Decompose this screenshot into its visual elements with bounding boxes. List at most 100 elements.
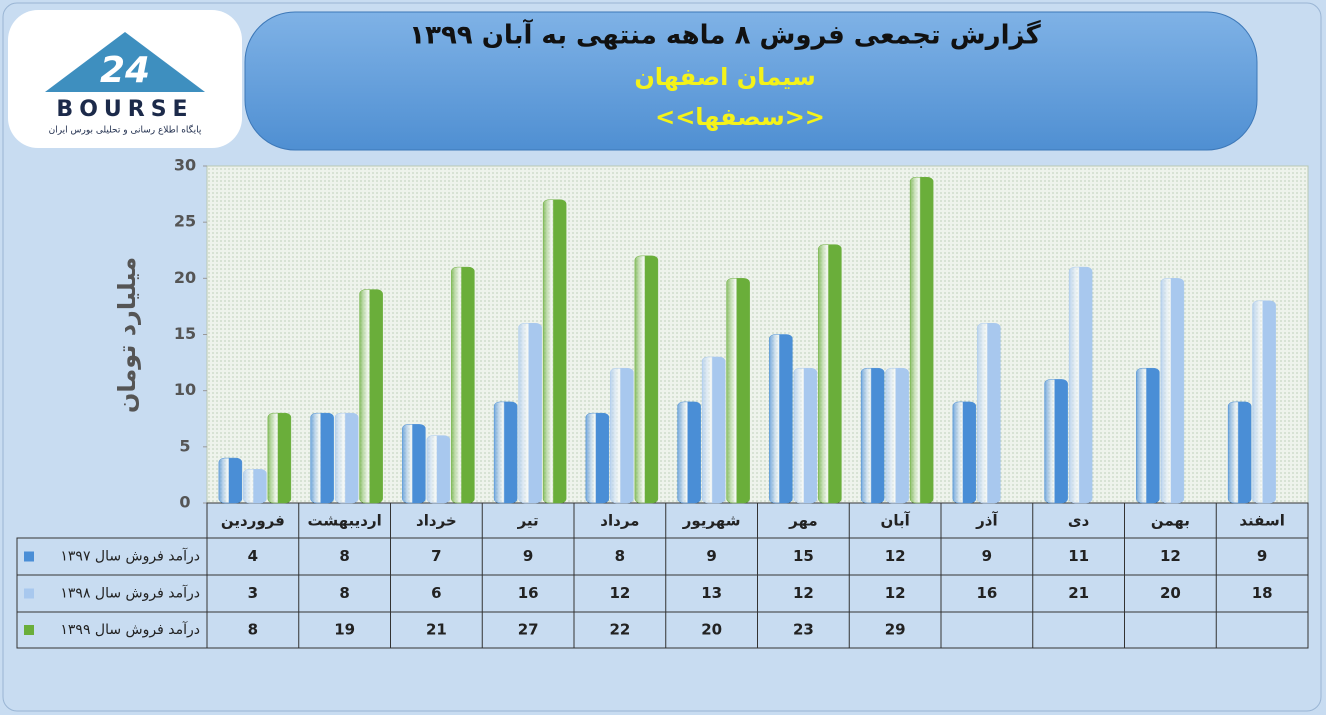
y-tick-label: 30 (174, 156, 196, 175)
bar (585, 412, 610, 504)
table-value: 20 (1160, 584, 1181, 602)
bar (818, 244, 842, 504)
bar (634, 255, 659, 504)
bar (243, 469, 267, 504)
bar (267, 412, 292, 504)
bar (1160, 278, 1185, 504)
table-value: 4 (248, 547, 258, 565)
x-tick-label: دی (1068, 512, 1090, 530)
chart-title: گزارش تجمعی فروش ۸ ماهه منتهی به آبان ۱۳… (409, 19, 1041, 51)
y-tick-label: 5 (179, 436, 190, 455)
table-value: 21 (426, 621, 447, 639)
table-value: 20 (701, 621, 722, 639)
x-tick-label: اردیبهشت (307, 512, 381, 530)
legend-swatch (24, 588, 34, 599)
x-tick-label: بهمن (1151, 512, 1190, 530)
table-value: 3 (248, 584, 258, 602)
table-value: 9 (982, 547, 992, 565)
y-tick-label: 10 (174, 380, 196, 399)
bar (701, 356, 726, 504)
bar (1044, 379, 1068, 504)
y-axis-label: میلیارد تومان (113, 257, 141, 413)
bar (218, 457, 243, 504)
table-value: 9 (706, 547, 716, 565)
x-tick-label: فروردین (221, 512, 285, 530)
table-value: 13 (701, 584, 722, 602)
table-value: 12 (885, 547, 906, 565)
bar (1227, 401, 1252, 504)
table-value: 16 (976, 584, 997, 602)
logo-shape (45, 32, 205, 92)
table-value: 6 (431, 584, 441, 602)
title-banner (244, 11, 1258, 151)
table-value: 21 (1068, 584, 1089, 602)
x-tick-label: آبان (881, 512, 911, 530)
y-tick-label: 20 (174, 268, 196, 287)
legend-label: درآمد فروش سال ۱۳۹۸ (60, 585, 200, 602)
table-value: 12 (885, 584, 906, 602)
bar (885, 367, 909, 504)
x-tick-label: خرداد (416, 512, 457, 530)
bar (769, 334, 793, 504)
table-value: 8 (615, 547, 625, 565)
table-value: 8 (248, 621, 258, 639)
table-value: 16 (518, 584, 539, 602)
bar (1068, 266, 1093, 504)
logo: 24 BOURSE پایگاه اطلاع رسانی و تحلیلی بو… (8, 10, 242, 148)
symbol: <<سصفها>> (655, 103, 825, 131)
x-tick-label: شهریور (682, 512, 741, 530)
bar (860, 367, 885, 504)
x-tick-label: تیر (517, 512, 539, 530)
bar (426, 435, 451, 504)
y-tick-label: 15 (174, 324, 196, 343)
bar (518, 323, 542, 504)
bar (977, 323, 1001, 504)
table-value: 12 (609, 584, 630, 602)
table-value: 11 (1068, 547, 1089, 565)
table-value: 29 (885, 621, 906, 639)
x-tick-label: اسفند (1239, 512, 1284, 530)
x-tick-label: آذر (975, 512, 998, 530)
table-value: 12 (1160, 547, 1181, 565)
bar (310, 412, 334, 504)
legend-label: درآمد فروش سال ۱۳۹۹ (60, 621, 200, 638)
table-value: 9 (1257, 547, 1267, 565)
table-value: 27 (518, 621, 539, 639)
bar (334, 412, 359, 504)
bar (952, 401, 977, 504)
bar (402, 424, 426, 504)
bar (1252, 300, 1276, 504)
table-value: 8 (339, 584, 349, 602)
table-value: 18 (1252, 584, 1273, 602)
y-tick-label: 25 (174, 212, 196, 231)
legend-label: درآمد فروش سال ۱۳۹۷ (60, 548, 200, 565)
x-tick-label: مرداد (600, 512, 639, 530)
table-value: 23 (793, 621, 814, 639)
logo-number: 24 (100, 50, 150, 91)
x-tick-label: مهر (788, 512, 818, 530)
table-value: 8 (339, 547, 349, 565)
bar (1136, 367, 1160, 504)
bar (451, 266, 475, 504)
bar (610, 367, 634, 504)
legend-swatch (24, 625, 34, 635)
bar (677, 401, 701, 504)
table-value: 19 (334, 621, 355, 639)
table-value: 22 (609, 621, 630, 639)
table-value: 9 (523, 547, 533, 565)
bar (493, 401, 518, 504)
bar (359, 289, 383, 504)
table-value: 12 (793, 584, 814, 602)
plot-area (206, 165, 1309, 504)
legend-swatch (24, 551, 34, 562)
bar (909, 176, 934, 504)
logo-brand: BOURSE (56, 97, 193, 122)
table-value: 7 (431, 547, 441, 565)
chart-subtitle: سیمان اصفهان (634, 63, 815, 91)
y-tick-label: 0 (179, 493, 190, 512)
bar (542, 199, 567, 504)
bar (793, 367, 818, 504)
